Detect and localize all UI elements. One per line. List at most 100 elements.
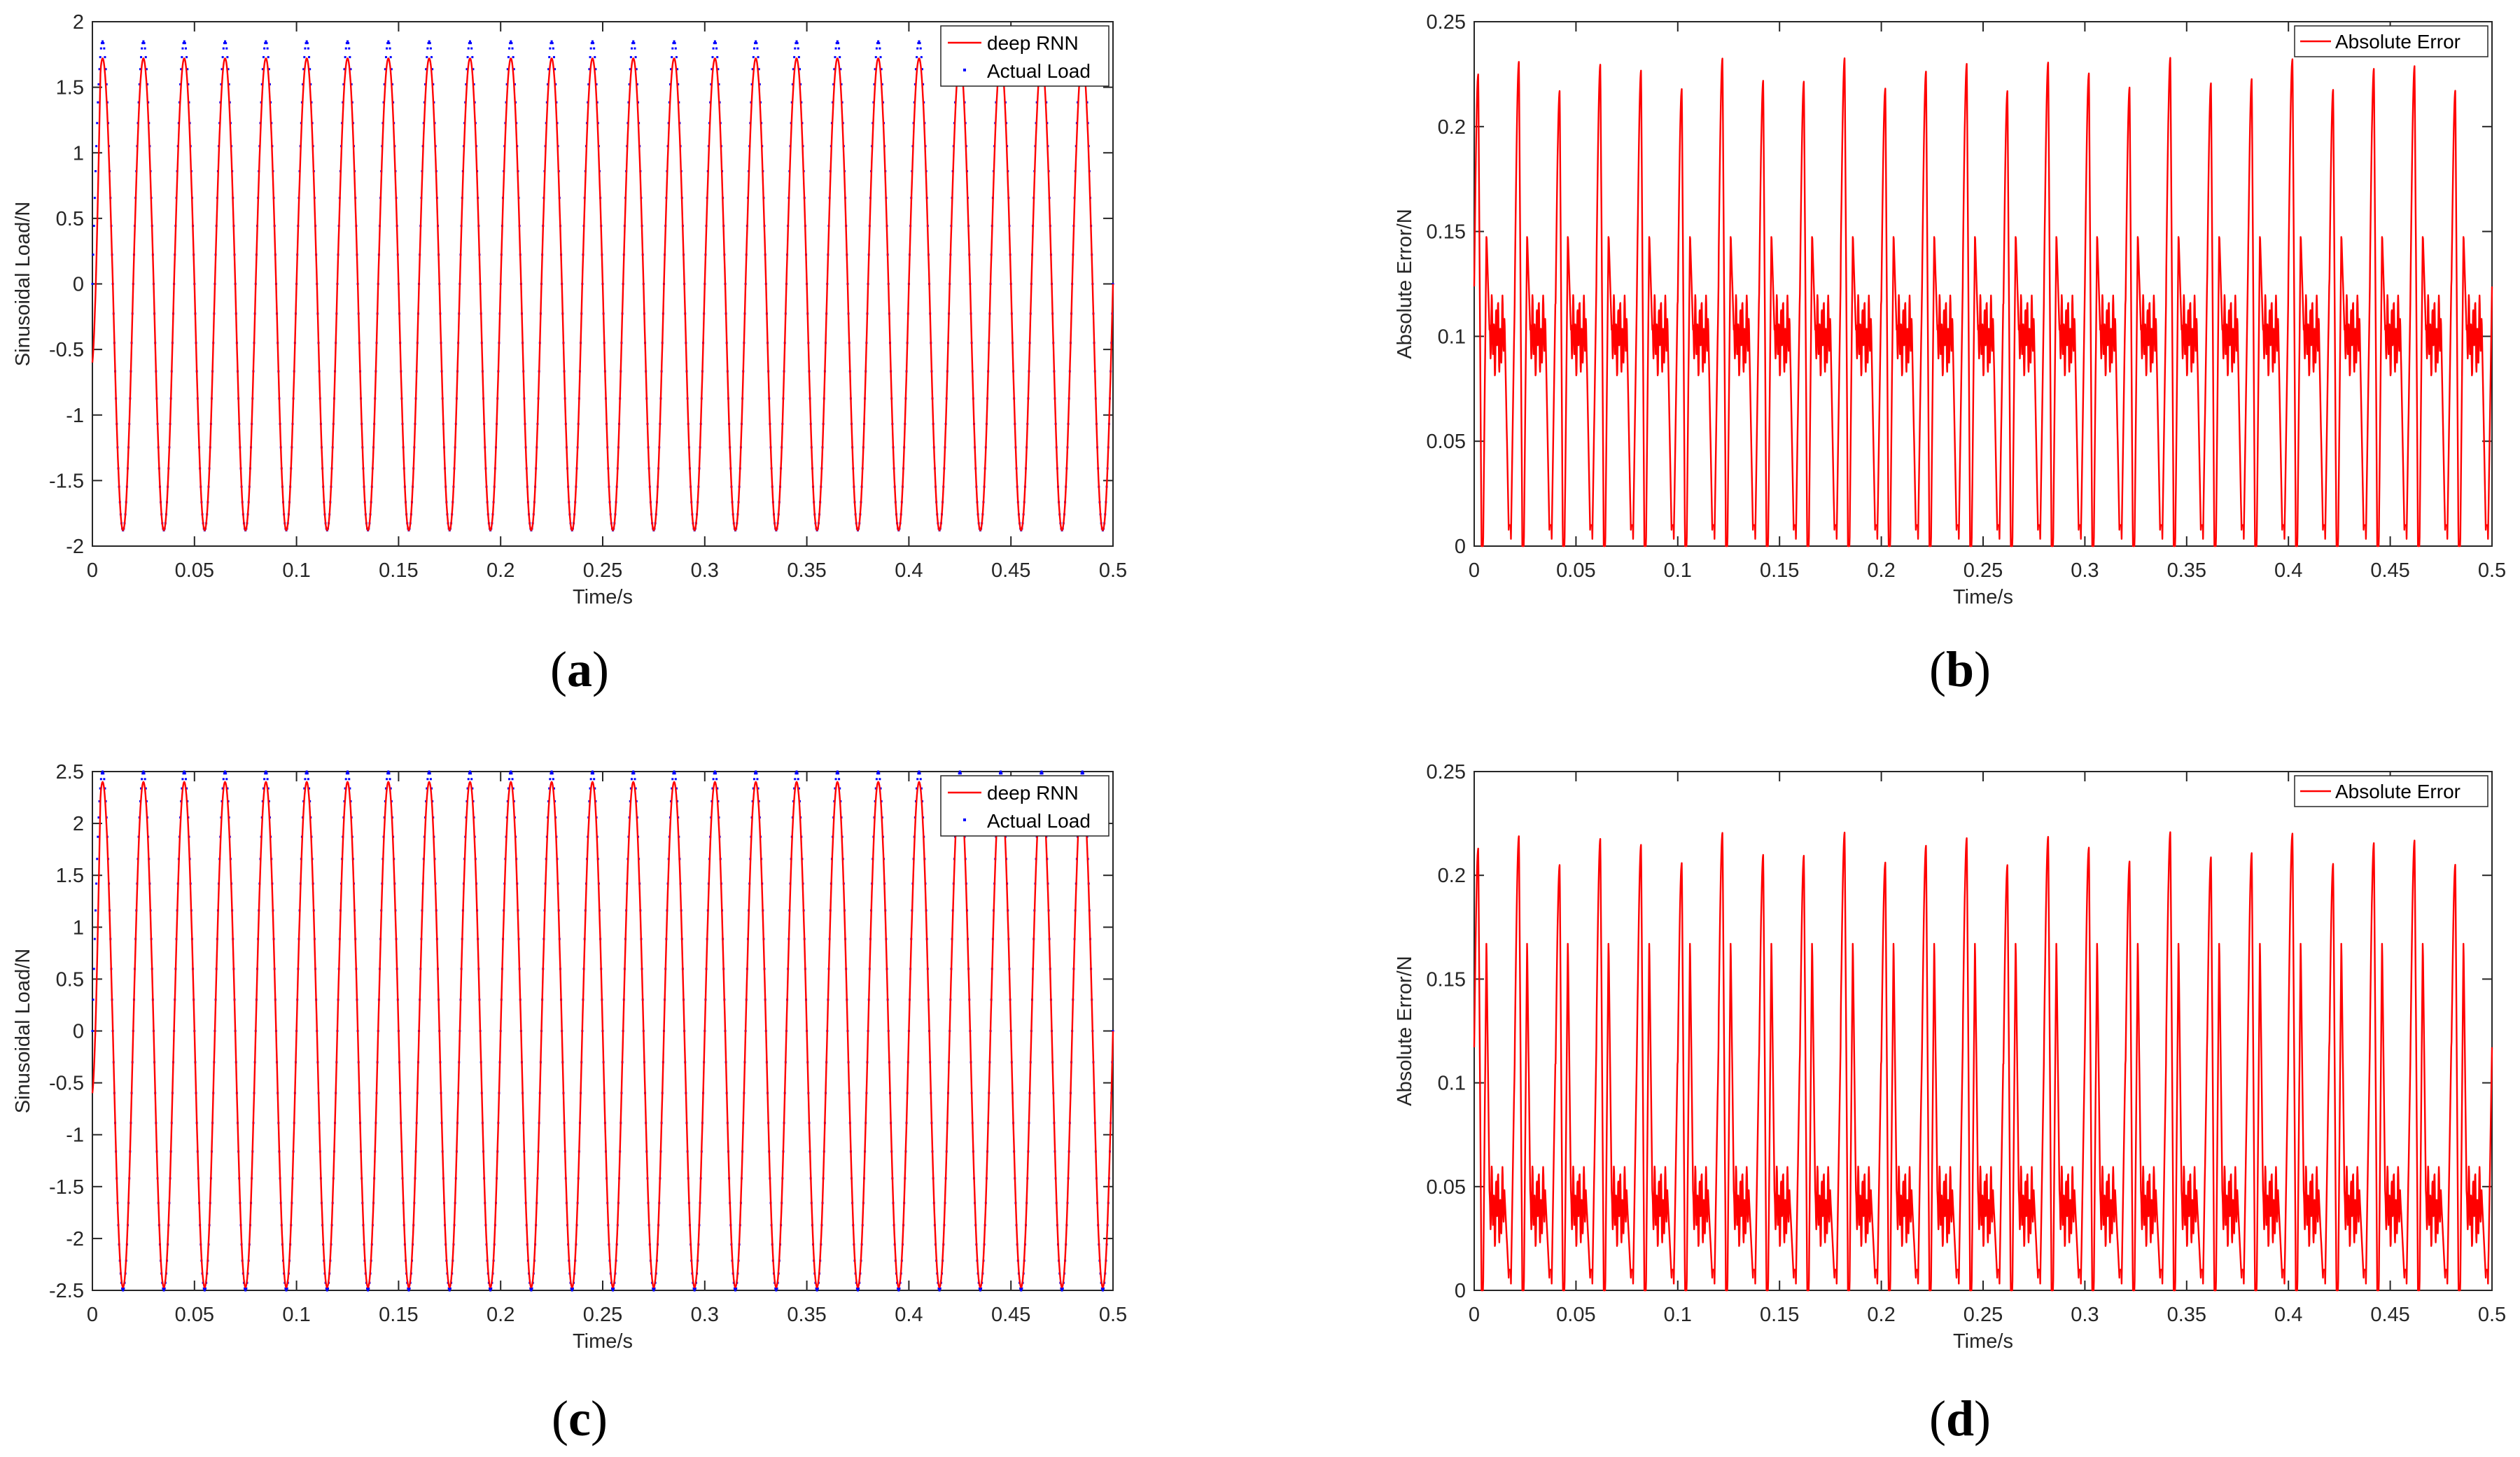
actual-load-point <box>835 772 838 775</box>
actual-load-point <box>121 1287 124 1290</box>
actual-load-point <box>834 787 836 790</box>
actual-load-point <box>181 56 183 59</box>
actual-load-point <box>386 47 388 50</box>
actual-load-point <box>347 772 350 775</box>
actual-load-point <box>634 56 637 59</box>
actual-load-point <box>366 1287 369 1290</box>
x-axis-label: Time/s <box>1953 586 2013 608</box>
actual-load-point <box>102 770 104 773</box>
actual-load-point <box>918 772 921 775</box>
actual-load-point <box>144 778 146 781</box>
actual-load-point <box>713 42 715 45</box>
legend-label-deep-rnn: deep RNN <box>987 32 1079 54</box>
actual-load-point <box>97 101 99 104</box>
actual-load-point <box>589 56 592 59</box>
actual-load-point <box>551 42 554 45</box>
actual-load-point <box>95 882 98 885</box>
actual-load-point <box>349 56 351 59</box>
y-tick-label: 0 <box>73 1021 84 1043</box>
actual-load-point <box>1021 1287 1023 1290</box>
x-tick-label: 0.45 <box>2370 559 2409 582</box>
x-tick-label: 0 <box>87 559 98 582</box>
actual-load-point <box>752 56 755 59</box>
actual-load-point <box>757 56 760 59</box>
y-axis-label: Sinusoidal Load/N <box>12 202 34 366</box>
actual-load-point <box>916 787 918 790</box>
actual-load-point <box>836 42 839 45</box>
actual-load-point <box>180 68 183 71</box>
actual-load-point <box>1000 772 1003 775</box>
actual-load-point <box>305 40 308 43</box>
y-tick-label: 0 <box>1455 536 1466 558</box>
actual-load-point <box>307 47 309 50</box>
x-tick-label: 0.2 <box>486 1304 514 1326</box>
actual-load-point <box>512 68 515 71</box>
actual-load-point <box>224 770 227 773</box>
actual-load-point <box>875 47 878 50</box>
caption-d: (d) <box>1928 1390 1991 1446</box>
actual-load-point <box>672 772 675 775</box>
x-tick-label: 0.5 <box>2478 559 2506 582</box>
actual-load-point <box>426 56 428 59</box>
x-tick-label: 0.4 <box>2274 1304 2302 1326</box>
actual-load-point <box>140 56 143 59</box>
x-tick-label: 0.05 <box>1556 559 1595 582</box>
actual-load-point <box>630 778 633 781</box>
actual-load-point <box>144 56 147 59</box>
actual-load-point <box>224 40 227 43</box>
actual-load-point <box>671 787 673 790</box>
actual-load-point <box>186 68 189 71</box>
actual-load-point <box>426 778 429 781</box>
actual-load-point <box>590 772 593 775</box>
actual-load-point <box>488 1287 491 1290</box>
actual-load-point <box>143 772 146 775</box>
actual-load-point <box>141 778 144 781</box>
actual-load-point <box>95 145 98 148</box>
actual-load-point <box>308 56 311 59</box>
actual-load-point <box>267 56 270 59</box>
actual-load-point <box>914 68 917 71</box>
actual-load-point <box>874 68 876 71</box>
x-tick-label: 0.15 <box>1760 1304 1799 1326</box>
panel-a: 0 0.05 0.1 0.15 0.2 0.25 0.3 0.35 0.4 0.45 0.5 -2 -1… <box>12 11 1127 608</box>
x-tick-label: 0.3 <box>691 1304 719 1326</box>
panel-c: 0 0.05 0.1 0.15 0.2 0.25 0.3 0.35 0.4 0.45 0.5 -2.5… <box>12 761 1127 1353</box>
x-axis-label: Time/s <box>573 586 633 608</box>
actual-load-point <box>920 56 923 59</box>
actual-load-point <box>774 1287 777 1290</box>
actual-load-point <box>465 68 468 71</box>
actual-load-point <box>222 778 225 781</box>
caption-a: (a) <box>550 641 609 697</box>
actual-load-point <box>98 800 101 802</box>
actual-load-point <box>509 772 512 775</box>
actual-load-point <box>816 1287 819 1290</box>
actual-load-point <box>141 47 144 50</box>
actual-load-point <box>676 68 679 71</box>
actual-load-point <box>1060 1287 1063 1290</box>
x-tick-label: 0.2 <box>1867 1304 1895 1326</box>
actual-load-point <box>734 1289 737 1292</box>
actual-load-point <box>94 909 97 912</box>
actual-load-point <box>304 42 307 45</box>
actual-load-point <box>958 772 960 775</box>
actual-load-point <box>632 40 635 43</box>
actual-load-point <box>1040 770 1043 773</box>
actual-load-point <box>181 47 184 50</box>
actual-load-point <box>570 1289 573 1292</box>
actual-load-point <box>346 40 349 43</box>
actual-load-point <box>305 770 308 773</box>
actual-load-point <box>918 770 920 773</box>
actual-load-point <box>326 1289 328 1292</box>
actual-load-point <box>186 56 188 59</box>
x-tick-label: 0.1 <box>1664 559 1692 582</box>
actual-load-point <box>96 858 99 860</box>
actual-load-point <box>757 787 760 790</box>
actual-load-point <box>938 1289 941 1292</box>
actual-load-point <box>222 47 225 50</box>
actual-load-point <box>594 68 597 71</box>
actual-load-point <box>531 1287 533 1290</box>
actual-load-point <box>223 42 225 45</box>
actual-load-point <box>163 1287 166 1290</box>
actual-load-point <box>715 42 718 45</box>
x-tick-label: 0.1 <box>282 1304 310 1326</box>
